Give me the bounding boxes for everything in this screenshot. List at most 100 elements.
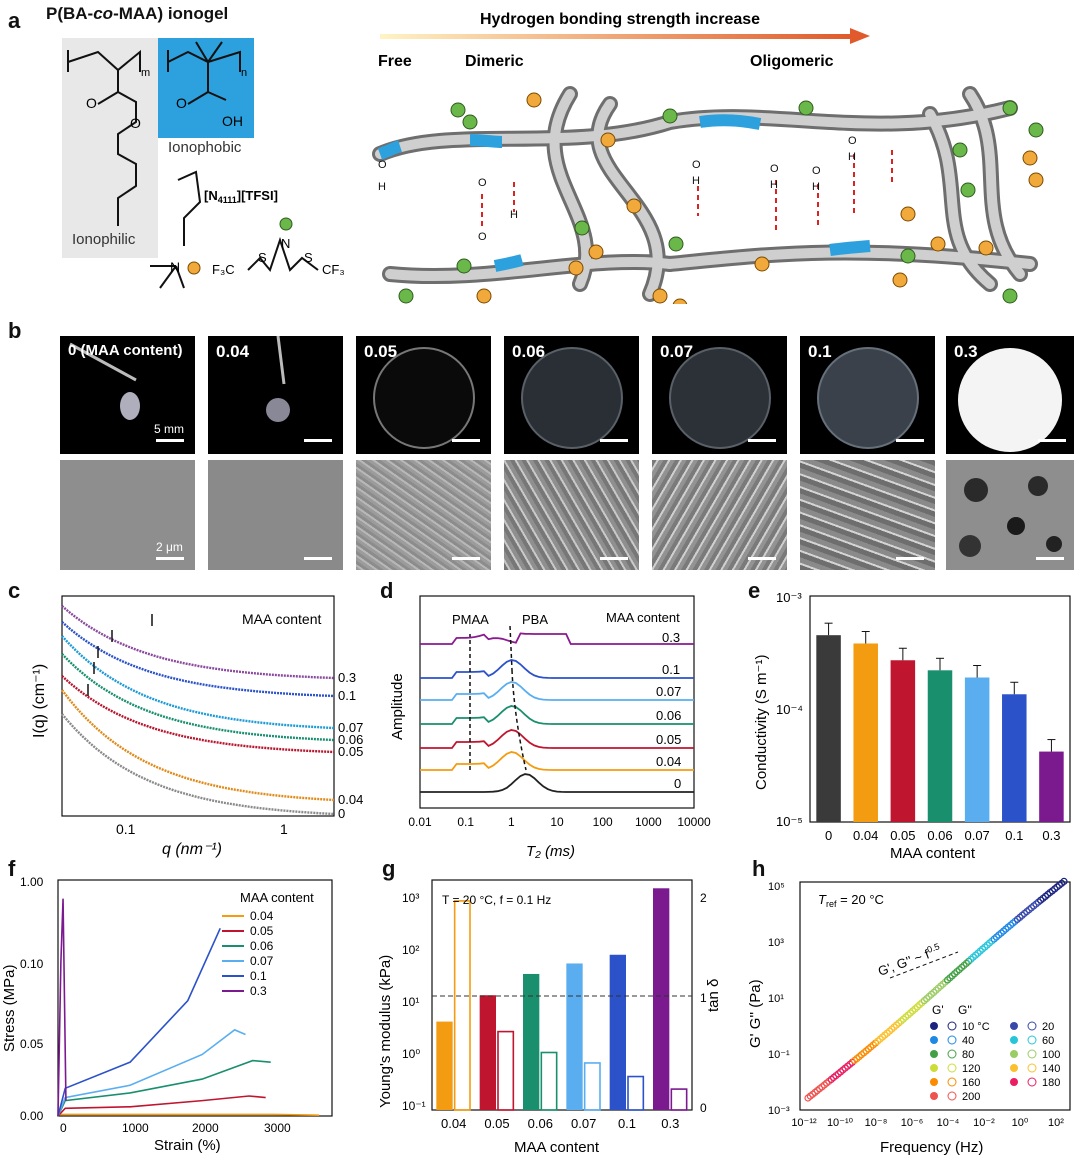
strength-arrow	[380, 34, 850, 39]
legend-entry: 200	[962, 1091, 980, 1103]
scale-bar	[1036, 557, 1064, 560]
tan-delta-bar	[627, 1075, 645, 1111]
hb-o: O	[478, 231, 487, 243]
plot-frame	[419, 595, 695, 809]
atom-n-anion: N	[281, 236, 290, 251]
stress-strain-line	[57, 1028, 246, 1117]
photo-label: 0.05	[364, 342, 398, 361]
sem-0.07	[652, 460, 787, 570]
legend-entry: 160	[962, 1077, 980, 1089]
modulus-bar	[609, 954, 626, 1110]
x-tick: 0	[825, 828, 832, 843]
anion-icon	[279, 217, 293, 231]
atom-oh: OH	[222, 113, 243, 129]
series-label: 0.04	[656, 754, 681, 769]
y-tick: 10¹	[768, 993, 784, 1005]
y-right-tick: 0	[700, 1101, 707, 1115]
arrow-head	[850, 28, 870, 44]
x-tick: 0.1	[618, 1116, 636, 1131]
sem-0.3	[946, 460, 1074, 570]
y-tick: 10⁻³	[768, 1105, 790, 1117]
hb-h: H	[378, 181, 386, 193]
y-tick: 10⁻⁵	[776, 814, 803, 829]
x-tick: 1	[280, 821, 288, 837]
panel-h-rheology: G', G'' ~ f0.5 Tref = 20 °C G' G'' 10 °C…	[747, 877, 1071, 1156]
bar	[853, 643, 878, 822]
pba-guide	[509, 625, 527, 771]
tan-delta-bar	[583, 1062, 601, 1111]
legend-title: MAA content	[240, 890, 314, 905]
y-tick: 0.00	[20, 1109, 44, 1123]
legend-marker-gprime	[930, 1022, 938, 1030]
legend-marker-gprime	[930, 1036, 938, 1044]
legend-marker-gdoubleprime	[1027, 1035, 1037, 1045]
x-tick: 1	[508, 815, 515, 829]
scale-bar-label: 5 mm	[154, 422, 184, 436]
chemical-structure: m n O O O OH Ionophilic Ionophobic [N411…	[62, 38, 345, 289]
x-tick: 0.07	[964, 828, 989, 843]
x-tick: 0.3	[1042, 828, 1060, 843]
photo-label: 0.04	[216, 342, 250, 361]
x-tick: 10⁰	[1012, 1117, 1029, 1129]
y-right-tick: 1	[700, 991, 707, 1005]
series-label: 0.06	[656, 708, 681, 723]
x-tick: 10⁻²	[973, 1117, 995, 1129]
annotation-pba: PBA	[522, 612, 548, 627]
series-label: 0.06	[338, 732, 363, 747]
legend-marker-gprime	[930, 1078, 938, 1086]
hb-o: O	[692, 159, 701, 171]
ionophilic-label: Ionophilic	[72, 231, 136, 248]
legend-entry: 10 °C	[962, 1021, 990, 1033]
panel-label-a: a	[8, 8, 21, 33]
photo-0.3: 0.3	[946, 336, 1074, 454]
series-label: 0.05	[656, 732, 681, 747]
atom-n-cation: N	[170, 259, 180, 275]
x-tick: 2000	[192, 1121, 219, 1135]
tan-delta-bar	[497, 1030, 515, 1111]
scale-bar	[452, 439, 480, 442]
scale-bar	[304, 557, 332, 560]
legend-marker-gdoubleprime	[1027, 1021, 1037, 1031]
legend-entry: 0.05	[250, 924, 274, 938]
bar	[927, 670, 953, 822]
hb-o: O	[378, 159, 387, 171]
series-label: 0.1	[338, 688, 356, 703]
y-tick: 10⁻¹	[402, 1099, 426, 1113]
x-tick: 0.06	[528, 1116, 553, 1131]
y-tick: 10⁰	[402, 1047, 420, 1061]
photo-0.07: 0.07	[652, 336, 787, 454]
hb-h: H	[510, 209, 518, 221]
x-axis-label: Frequency (Hz)	[880, 1139, 983, 1156]
y-tick: 10⁻¹	[768, 1049, 790, 1061]
plot-frame	[57, 879, 333, 1117]
legend-entry: 0.06	[250, 939, 274, 953]
modulus-bar	[566, 963, 583, 1110]
x-tick: 10²	[1048, 1117, 1064, 1129]
plot-frame	[799, 881, 1071, 1111]
legend-entry: 0.1	[250, 969, 267, 983]
legend-header-gprime: G'	[932, 1003, 944, 1017]
panel-label-g: g	[382, 856, 396, 881]
sem-0.04	[208, 460, 343, 570]
y-tick: 0.05	[20, 1037, 44, 1051]
atom-s: S	[258, 250, 267, 265]
t2-curve	[420, 773, 694, 793]
cation-icon	[187, 261, 201, 275]
legend-title: MAA content	[242, 611, 321, 627]
arrow-title: Hydrogen bonding strength increase	[480, 11, 760, 28]
x-axis-label: q (nm⁻¹)	[162, 841, 222, 858]
panel-label-h: h	[752, 856, 766, 881]
photo-label: 0.07	[660, 342, 694, 361]
scale-bar	[156, 439, 184, 442]
panel-f-tensile: MAA content 0.040.050.060.070.10.3 1.00 …	[1, 875, 333, 1154]
modulus-bar	[479, 995, 496, 1110]
legend-entry: 140	[1042, 1063, 1060, 1075]
panel-label-b: b	[8, 318, 22, 343]
x-tick: 0.3	[661, 1116, 679, 1131]
bar	[1039, 751, 1064, 822]
x-tick: 0.04	[441, 1116, 466, 1131]
x-tick: 10000	[677, 815, 711, 829]
saxs-curve	[61, 713, 335, 816]
panel-label-e: e	[748, 578, 761, 603]
x-tick: 0.04	[853, 828, 878, 843]
